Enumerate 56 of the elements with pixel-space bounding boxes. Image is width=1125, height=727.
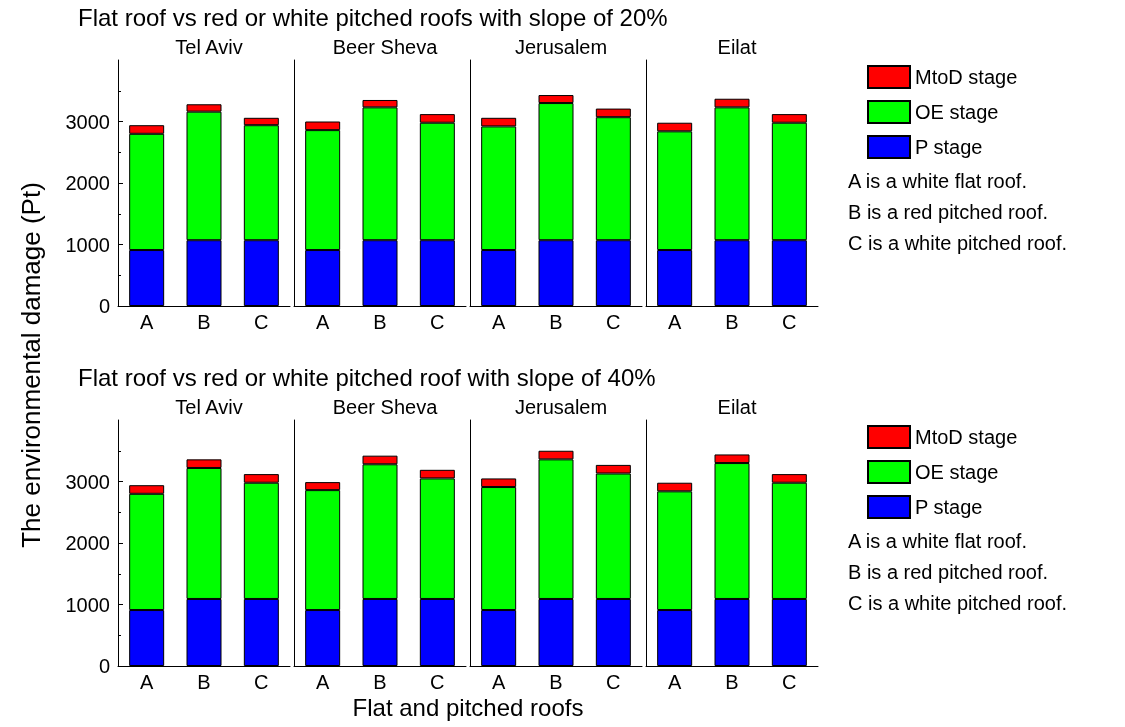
x-tick-label: A <box>667 311 682 333</box>
x-tick-label: C <box>430 311 445 333</box>
text: A is a white flat roof. <box>848 170 1027 193</box>
x-tick-label: C <box>782 311 797 333</box>
text: B is a red pitched roof. <box>848 201 1049 224</box>
x-axis-title: Flat and pitched roofs <box>352 694 584 722</box>
chart-title: Eilat <box>717 396 757 418</box>
y-tick-label: 2000 <box>65 172 110 194</box>
x-tick-label: A <box>139 671 154 693</box>
y-tick-label: 1000 <box>65 593 110 616</box>
x-tick-label: C <box>782 671 797 693</box>
x-tick-label: A <box>315 671 330 693</box>
legend-label: MtoD stage <box>915 66 1018 88</box>
x-tick-label: B <box>725 311 739 333</box>
x-tick-label: C <box>606 311 621 333</box>
y-tick-label: 3000 <box>65 110 110 133</box>
x-tick-label: B <box>197 311 211 333</box>
y-tick-label: 0 <box>98 295 110 317</box>
y-tick-label: 2000 <box>65 532 110 554</box>
legend-label: P stage <box>915 136 983 158</box>
x-tick-label: C <box>254 671 269 693</box>
chart-title: Eilat <box>717 36 757 58</box>
chart-title: Jerusalem <box>514 396 608 418</box>
x-tick-label: A <box>139 311 154 333</box>
x-tick-label: B <box>725 671 739 693</box>
legend-label: P stage <box>915 496 983 518</box>
chart-title: Jerusalem <box>514 36 608 58</box>
text: C is a white pitched roof. <box>848 232 1067 255</box>
chart-title: Beer Sheva <box>332 36 439 58</box>
x-tick-label: A <box>491 311 506 333</box>
x-tick-label: B <box>197 671 211 693</box>
legend-label: OE stage <box>915 101 999 123</box>
x-tick-label: C <box>254 311 269 333</box>
x-tick-label: A <box>491 671 506 693</box>
text: Flat roof vs red or white pitched roof with slope of 40% <box>78 364 656 392</box>
x-tick-label: C <box>606 671 621 693</box>
x-tick-label: A <box>667 671 682 693</box>
y-tick-label: 0 <box>98 655 110 677</box>
chart-title: Beer Sheva <box>332 396 439 418</box>
text: B is a red pitched roof. <box>848 561 1049 584</box>
x-tick-label: C <box>430 671 445 693</box>
x-tick-label: A <box>315 311 330 333</box>
chart-title: Tel Aviv <box>175 36 243 58</box>
y-tick-label: 3000 <box>65 470 110 493</box>
text: C is a white pitched roof. <box>848 592 1067 615</box>
x-tick-label: B <box>549 671 563 693</box>
y-axis-title: The environmental damage (Pt) <box>15 182 47 548</box>
text: A is a white flat roof. <box>848 530 1027 553</box>
legend-label: MtoD stage <box>915 426 1018 448</box>
legend-label: OE stage <box>915 461 999 483</box>
x-tick-label: B <box>549 311 563 333</box>
x-tick-label: B <box>373 671 387 693</box>
y-tick-label: 1000 <box>65 233 110 256</box>
text: Flat roof vs red or white pitched roofs with slope of 20% <box>78 4 668 32</box>
x-tick-label: B <box>373 311 387 333</box>
chart-title: Tel Aviv <box>175 396 243 418</box>
